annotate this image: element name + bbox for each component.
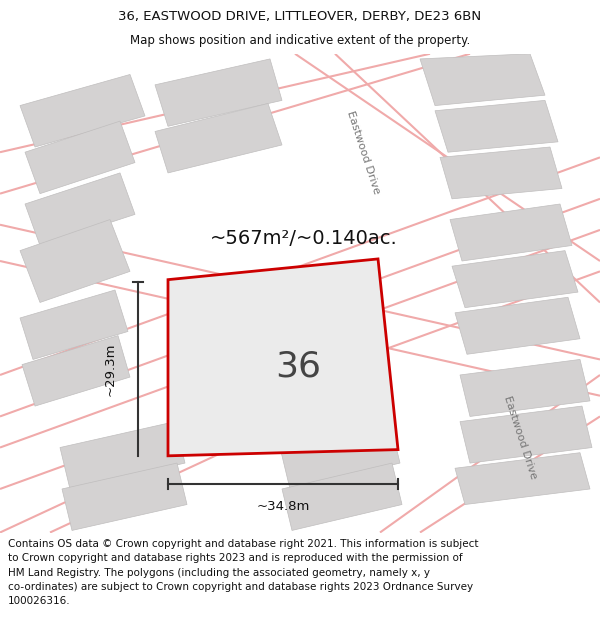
- Polygon shape: [450, 204, 572, 261]
- Polygon shape: [155, 59, 282, 126]
- Text: 36, EASTWOOD DRIVE, LITTLEOVER, DERBY, DE23 6BN: 36, EASTWOOD DRIVE, LITTLEOVER, DERBY, D…: [118, 9, 482, 22]
- Text: ~34.8m: ~34.8m: [256, 500, 310, 513]
- Polygon shape: [282, 463, 402, 531]
- Polygon shape: [460, 359, 590, 416]
- Text: 36: 36: [275, 349, 321, 383]
- Polygon shape: [20, 219, 130, 302]
- Polygon shape: [168, 259, 398, 456]
- Polygon shape: [20, 290, 128, 359]
- Polygon shape: [435, 101, 558, 152]
- Text: 100026316.: 100026316.: [8, 596, 70, 606]
- Text: ~29.3m: ~29.3m: [104, 342, 116, 396]
- Polygon shape: [280, 422, 400, 489]
- Polygon shape: [62, 463, 187, 531]
- Text: Map shows position and indicative extent of the property.: Map shows position and indicative extent…: [130, 34, 470, 47]
- Polygon shape: [22, 336, 130, 406]
- Polygon shape: [60, 422, 185, 489]
- Polygon shape: [420, 54, 545, 106]
- Polygon shape: [455, 298, 580, 354]
- Polygon shape: [20, 74, 145, 147]
- Text: HM Land Registry. The polygons (including the associated geometry, namely x, y: HM Land Registry. The polygons (includin…: [8, 568, 430, 578]
- Polygon shape: [25, 121, 135, 194]
- Polygon shape: [455, 452, 590, 504]
- Text: Eastwood Drive: Eastwood Drive: [502, 394, 538, 480]
- Text: ~567m²/~0.140ac.: ~567m²/~0.140ac.: [210, 229, 398, 248]
- Polygon shape: [460, 406, 592, 463]
- Text: Eastwood Drive: Eastwood Drive: [345, 109, 381, 195]
- Text: to Crown copyright and database rights 2023 and is reproduced with the permissio: to Crown copyright and database rights 2…: [8, 553, 463, 563]
- Polygon shape: [452, 251, 578, 308]
- Text: Contains OS data © Crown copyright and database right 2021. This information is : Contains OS data © Crown copyright and d…: [8, 539, 478, 549]
- Polygon shape: [155, 104, 282, 173]
- Polygon shape: [440, 147, 562, 199]
- Polygon shape: [25, 173, 135, 246]
- Text: co-ordinates) are subject to Crown copyright and database rights 2023 Ordnance S: co-ordinates) are subject to Crown copyr…: [8, 582, 473, 592]
